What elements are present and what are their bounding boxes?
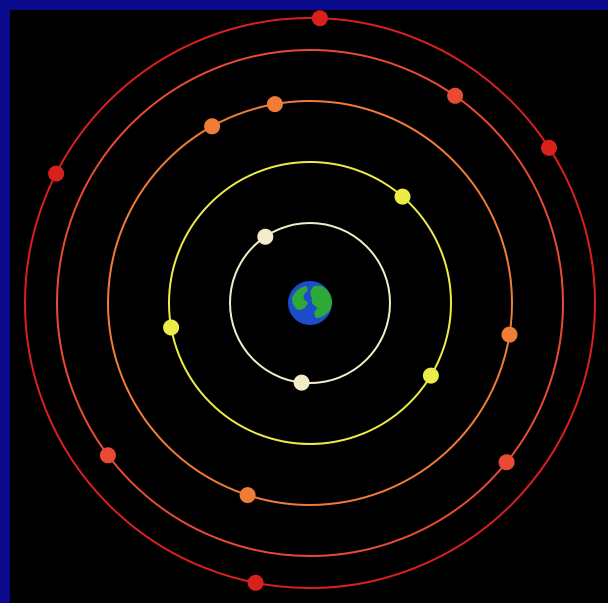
satellite-dot [239,487,256,504]
satellite-dot [163,319,180,336]
satellite-dot [501,326,518,343]
earth-icon [288,281,332,325]
satellite-dot [257,228,274,245]
orbit-ring-2 [168,161,452,445]
satellite-dot [394,188,411,205]
satellite-dot [311,10,328,27]
satellite-dot [99,447,116,464]
satellite-dot [541,139,557,156]
satellite-dot [247,574,264,591]
orbit-ring-1 [229,222,391,384]
satellite-dot [447,87,464,104]
satellite-dot [266,96,283,113]
orbit-ring-3 [107,100,513,506]
orbit-ring-4 [56,49,564,557]
satellite-dot [498,454,515,471]
orbits-layer [24,17,596,589]
satellites-layer [48,10,557,591]
satellite-dot [422,367,439,384]
satellite-dot [48,165,65,182]
earth-land-west [292,286,308,310]
earth-land-east [310,285,332,318]
satellite-dot [293,374,310,391]
orbit-ring-5 [24,17,596,589]
satellite-dot [204,118,221,135]
